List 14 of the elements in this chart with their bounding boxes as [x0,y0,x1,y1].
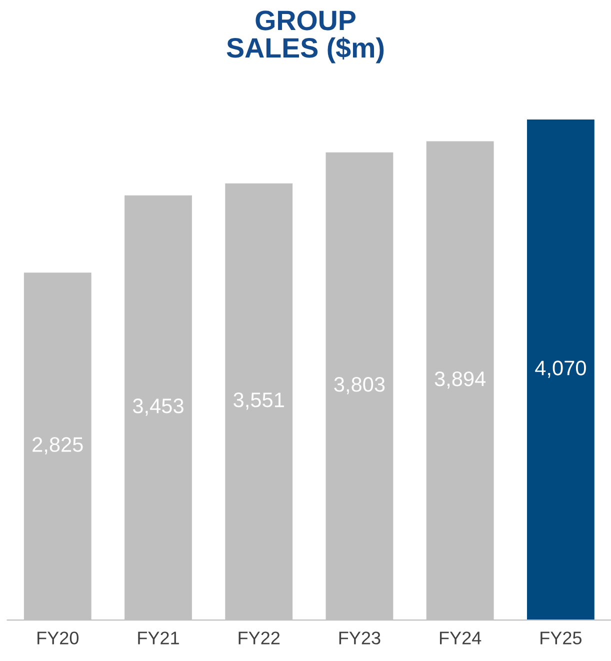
x-tick-label: FY25 [540,632,582,644]
x-tick-label: FY23 [339,632,380,644]
x-tick-label: FY20 [38,632,79,644]
bar [526,120,594,620]
data-label: 3,803 [334,377,385,394]
data-label: 3,453 [132,398,184,416]
data-label: 3,894 [434,371,486,389]
x-tick-label: FY24 [440,632,482,644]
data-label: 2,825 [32,437,83,454]
chart-title: GROUP SALES ($m) [226,10,384,64]
data-label: 3,551 [234,392,284,410]
data-label: 4,070 [535,360,586,378]
x-tick-label: FY22 [238,632,280,644]
x-tick-label: FY21 [138,632,179,644]
